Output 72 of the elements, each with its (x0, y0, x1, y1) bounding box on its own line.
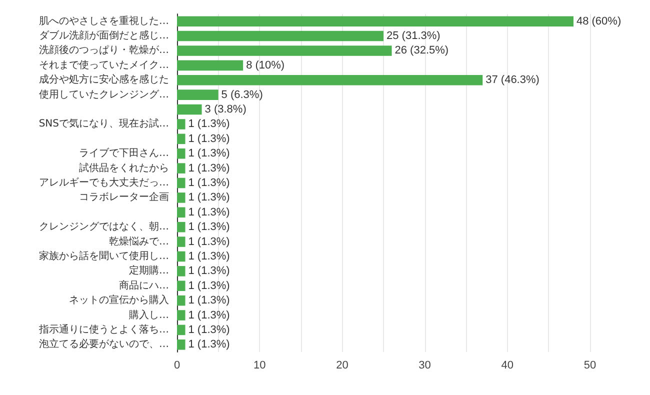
x-tick-label: 10 (253, 360, 266, 372)
data-label: 1 (1.3%) (188, 338, 230, 351)
y-tick-label: 指示通りに使うとよく落ち… (38, 323, 169, 336)
bar (177, 192, 186, 203)
y-tick-label: 成分や処方に安心感を感じた (39, 74, 169, 86)
y-tick-label: 肌へのやさしさを重視した… (39, 14, 169, 27)
data-label: 1 (1.3%) (188, 280, 230, 292)
bar (177, 90, 218, 100)
y-tick-label: 購入し… (129, 308, 169, 321)
data-label: 1 (1.3%) (188, 206, 230, 218)
data-label: 1 (1.3%) (188, 236, 230, 248)
data-label: 1 (1.3%) (188, 192, 230, 204)
bar (177, 148, 186, 159)
data-label: 1 (1.3%) (188, 294, 230, 307)
y-tick-label: 洗顔後のつっぱり・乾燥が… (39, 44, 169, 56)
y-tick-label: ダブル洗顔が面倒だと感じ… (39, 30, 169, 42)
y-tick-label: 試供品をくれたから (79, 162, 169, 174)
data-label: 1 (1.3%) (188, 162, 230, 174)
y-tick-label: 定期購… (129, 264, 169, 277)
bar (177, 30, 384, 42)
y-tick-label: 泡立てる必要がないので、… (39, 338, 169, 350)
x-tick-label: 50 (584, 360, 596, 372)
data-label: 1 (1.3%) (188, 250, 230, 262)
bar (177, 295, 186, 306)
data-label: 1 (1.3%) (188, 132, 230, 145)
y-tick-label: 家族から話を聞いて使用し… (39, 250, 169, 262)
y-tick-label: アレルギーでも大丈夫だっ… (39, 176, 169, 188)
bar (177, 104, 202, 115)
x-tick-label: 20 (336, 360, 348, 372)
data-label: 37 (46.3%) (486, 74, 540, 86)
data-label: 3 (3.8%) (204, 104, 246, 116)
bar (177, 16, 574, 26)
bar (177, 236, 186, 247)
bar (177, 134, 186, 144)
data-label: 5 (6.3%) (221, 88, 263, 101)
data-label: 1 (1.3%) (188, 177, 230, 189)
data-label: 8 (10%) (246, 59, 285, 72)
bar (177, 251, 186, 262)
y-tick-label: ライブで下田さん… (79, 147, 169, 160)
y-tick-label: クレンジングではなく、朝… (39, 220, 169, 233)
data-label: 26 (32.5%) (394, 44, 449, 57)
bar (177, 324, 186, 336)
data-label: 1 (1.3%) (188, 324, 230, 336)
bar (177, 222, 186, 232)
bar (177, 280, 186, 292)
y-tick-label: 乾燥悩みで… (109, 235, 169, 248)
data-label: 25 (31.3%) (386, 30, 440, 42)
y-tick-label: SNSで気になり、現在お試… (38, 118, 169, 130)
y-tick-label: 商品にハ… (119, 279, 169, 292)
y-tick-label: コラボレーター企画 (79, 191, 169, 204)
data-label: 1 (1.3%) (188, 265, 230, 278)
bar (177, 207, 186, 218)
bar (177, 46, 392, 56)
bar (177, 266, 186, 276)
bar (177, 178, 186, 188)
bar (177, 340, 186, 350)
x-tick-label: 0 (174, 360, 180, 372)
x-tick-label: 40 (501, 360, 514, 372)
y-tick-label: ネットの宣伝から購入 (69, 294, 169, 306)
bar (177, 163, 186, 174)
bar (177, 119, 186, 130)
data-label: 1 (1.3%) (188, 118, 230, 130)
data-label: 48 (60%) (576, 15, 622, 28)
x-tick-label: 30 (418, 360, 431, 372)
y-tick-label: 使用していたクレンジング… (39, 89, 169, 100)
bar (177, 60, 244, 71)
data-label: 1 (1.3%) (188, 221, 230, 234)
data-label: 1 (1.3%) (188, 148, 230, 160)
bar (177, 310, 186, 320)
y-tick-label: それまで使っていたメイク… (39, 60, 169, 71)
bar (177, 74, 483, 86)
data-label: 1 (1.3%) (188, 309, 230, 322)
